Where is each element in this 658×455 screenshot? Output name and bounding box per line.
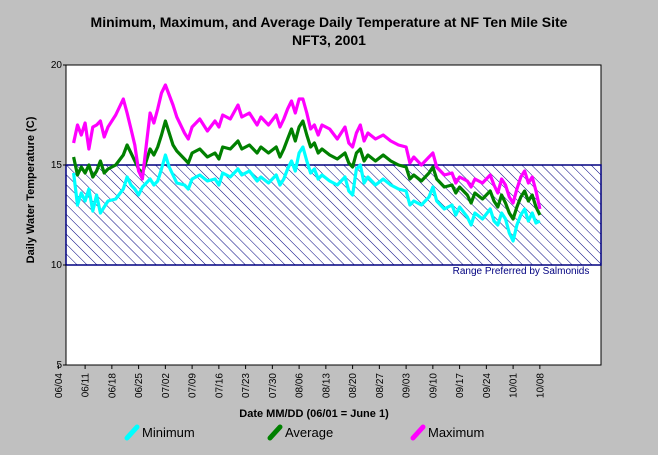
x-tick-label: 08/13 bbox=[321, 373, 332, 398]
x-tick-label: 09/10 bbox=[428, 373, 439, 398]
legend-label-average: Average bbox=[285, 425, 333, 440]
chart-title: Minimum, Maximum, and Average Daily Temp… bbox=[91, 14, 568, 30]
x-tick-label: 07/23 bbox=[241, 373, 252, 398]
y-axis-title: Daily Water Temperature (C) bbox=[25, 116, 37, 263]
x-tick-label: 07/30 bbox=[268, 373, 279, 398]
x-tick-label: 10/01 bbox=[509, 373, 520, 398]
y-tick-label: 10 bbox=[51, 260, 63, 271]
x-tick-label: 06/18 bbox=[107, 373, 118, 398]
legend-swatch-maximum bbox=[410, 424, 426, 441]
legend-label-maximum: Maximum bbox=[428, 425, 484, 440]
x-tick-label: 07/16 bbox=[214, 373, 225, 398]
y-tick-label: 20 bbox=[51, 60, 63, 71]
series-line-maximum bbox=[72, 83, 542, 210]
legend-swatch-minimum bbox=[124, 424, 140, 441]
x-tick-label: 06/04 bbox=[54, 373, 65, 398]
x-tick-label: 09/17 bbox=[455, 373, 466, 398]
y-tick-label: 5 bbox=[56, 360, 62, 371]
x-tick-label: 09/24 bbox=[482, 373, 493, 398]
x-tick-label: 06/25 bbox=[134, 373, 145, 398]
x-tick-label: 07/09 bbox=[188, 373, 199, 398]
legend: Minimum Average Maximum bbox=[124, 424, 484, 441]
legend-swatch-average bbox=[267, 424, 283, 441]
x-tick-label: 06/11 bbox=[81, 373, 92, 398]
series-line-minimum bbox=[72, 145, 541, 243]
y-tick-label: 15 bbox=[51, 160, 63, 171]
x-tick-label: 09/03 bbox=[402, 373, 413, 398]
x-tick-label: 08/27 bbox=[375, 373, 386, 398]
chart-subtitle: NFT3, 2001 bbox=[292, 32, 366, 48]
x-tick-label: 08/20 bbox=[348, 373, 359, 398]
x-tick-label: 10/08 bbox=[535, 373, 546, 398]
x-tick-label: 07/02 bbox=[161, 373, 172, 398]
legend-label-minimum: Minimum bbox=[142, 425, 195, 440]
x-axis-title: Date MM/DD (06/01 = June 1) bbox=[239, 408, 389, 420]
x-tick-label: 08/06 bbox=[295, 373, 306, 398]
preferred-range-label: Range Preferred by Salmonids bbox=[453, 266, 590, 277]
